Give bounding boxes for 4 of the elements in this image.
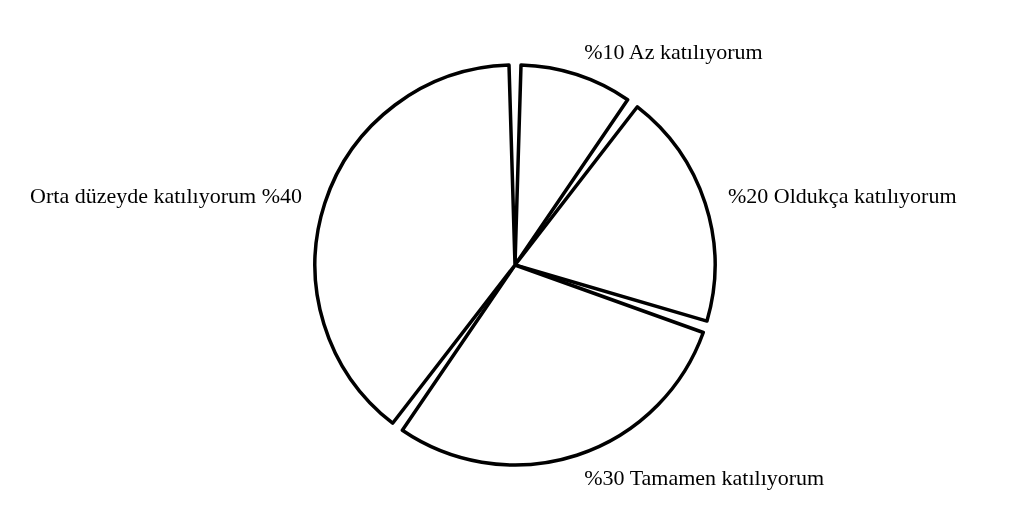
slice-label: %20 Oldukça katılıyorum xyxy=(728,182,957,208)
slice-label: %10 Az katılıyorum xyxy=(584,38,763,64)
slice-label: Orta düzeyde katılıyorum %40 xyxy=(30,182,302,208)
slice-label: %30 Tamamen katılıyorum xyxy=(584,465,825,491)
